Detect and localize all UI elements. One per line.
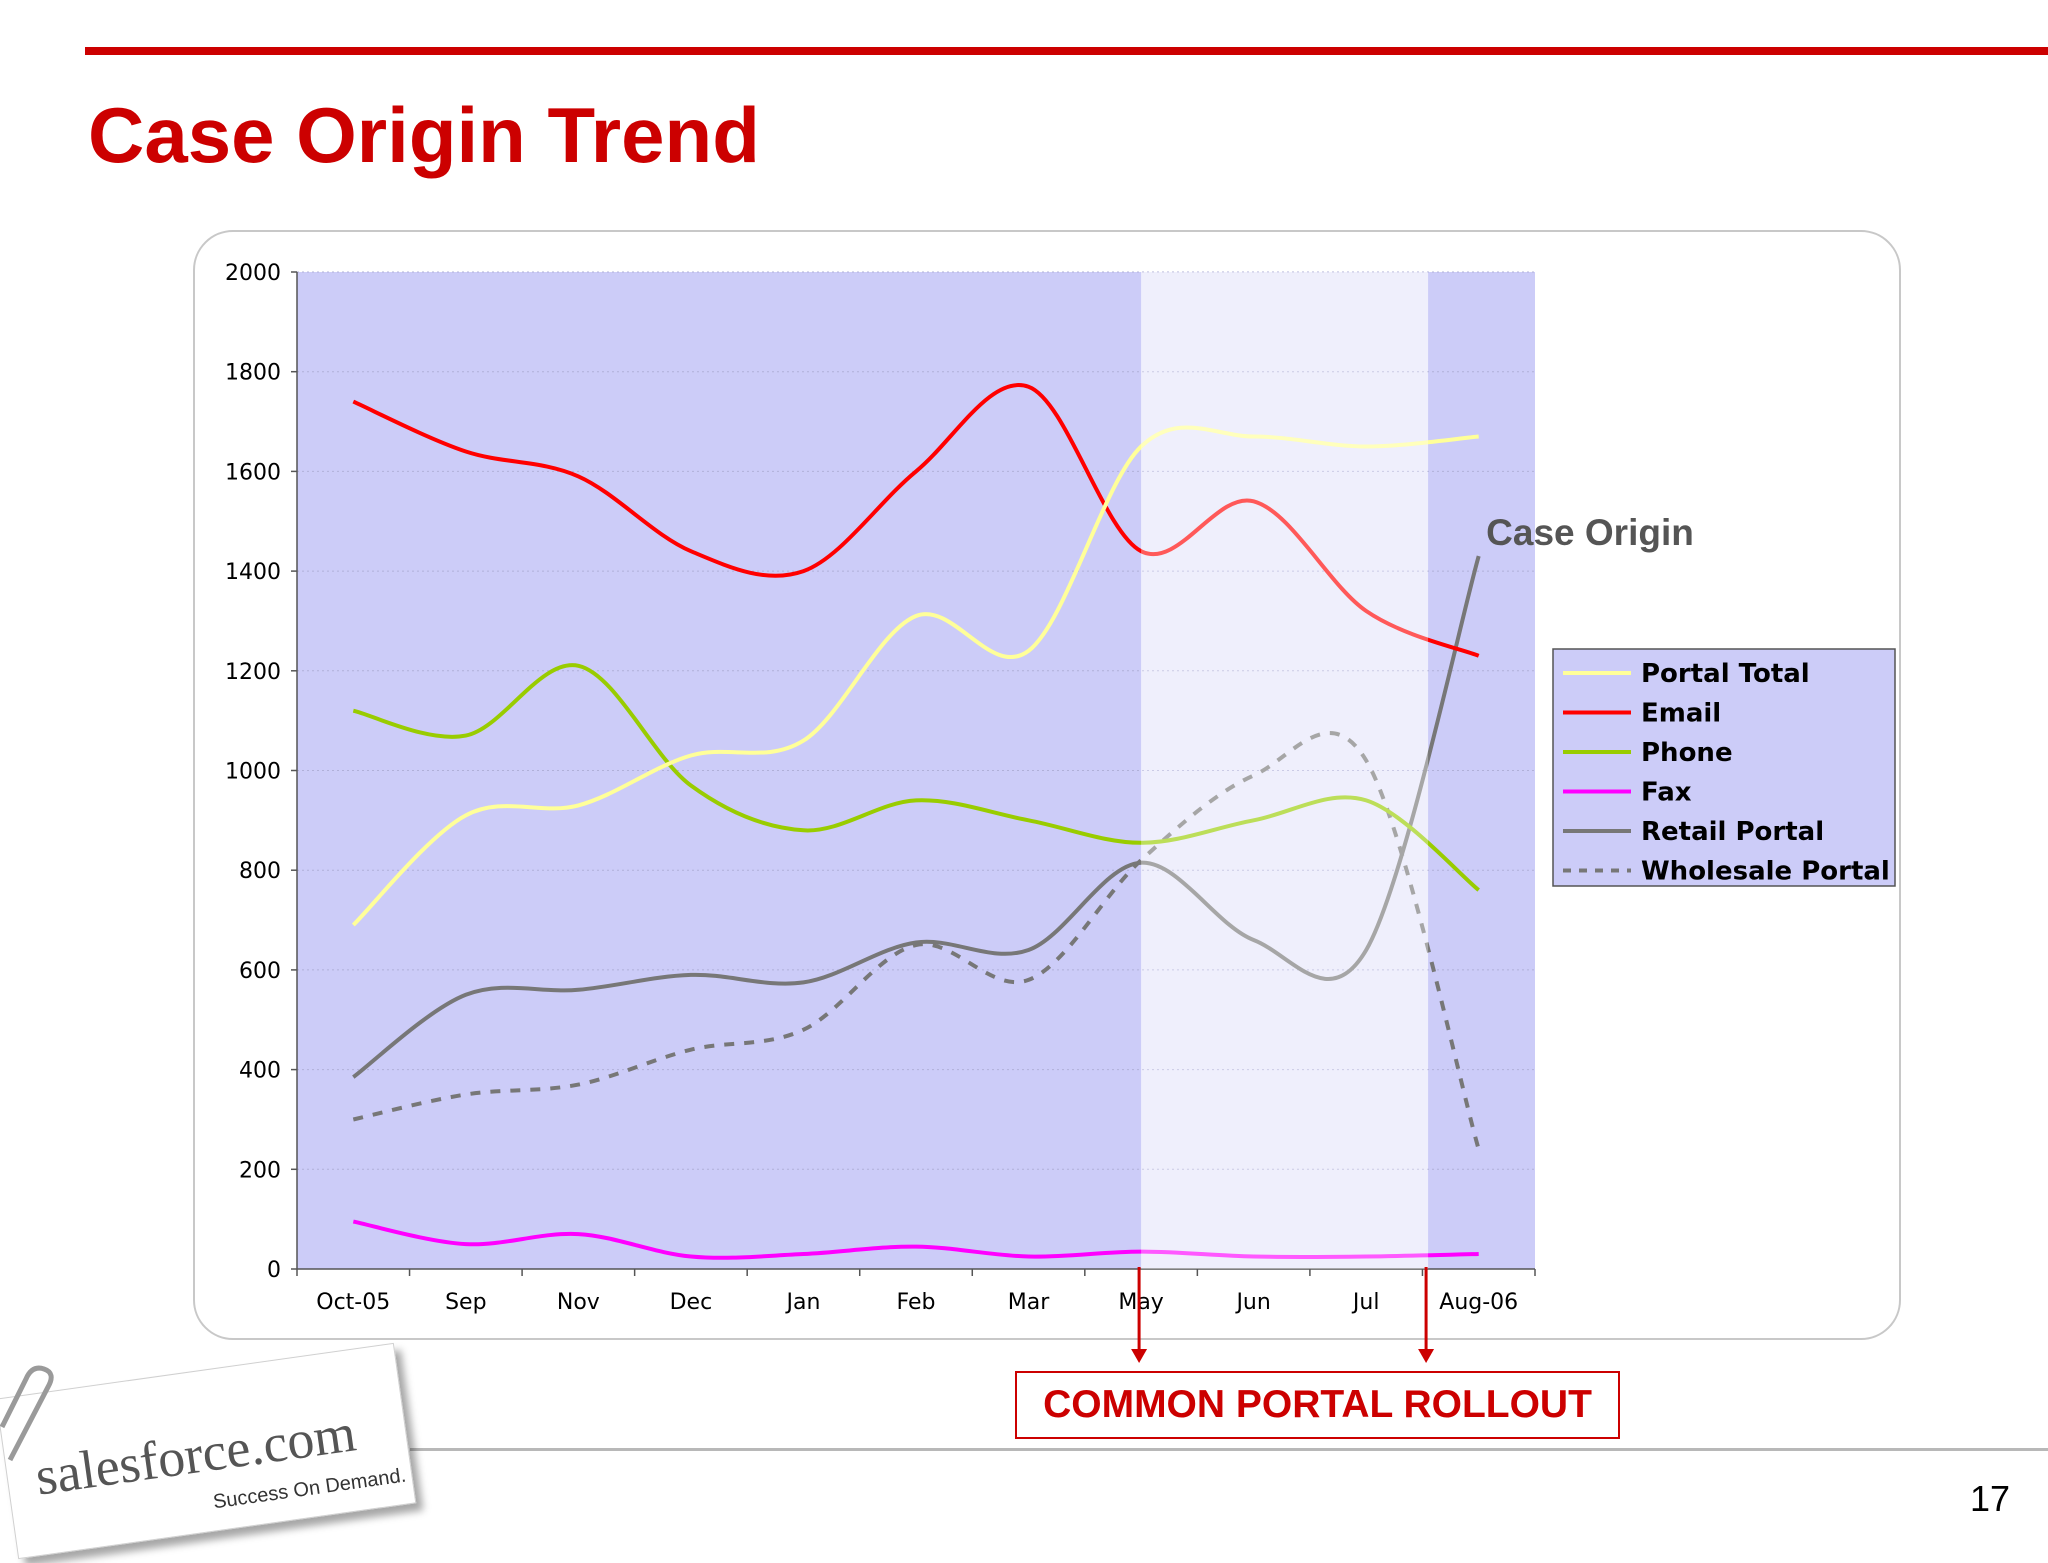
series-line-retail-portal [352,555,1481,1079]
callout-text: COMMON PORTAL ROLLOUT [1043,1383,1592,1426]
page-number: 17 [1969,1478,2010,1519]
top-rule [85,47,2048,55]
series-line-wholesale-portal [352,731,1481,1150]
legend-label: Wholesale Portal [1641,857,1890,887]
case-origin-chart: 0 200 400 600 800 1000 1200 1400 1600 1800 2000 Oct… [225,261,1896,1315]
x-tick-label: Jul [1351,1290,1380,1315]
y-tick-label: 1400 [225,560,281,585]
rollout-band-overlay [1141,272,1429,1269]
callout-box: COMMON PORTAL ROLLOUT [1015,1371,1620,1439]
legend-box [1552,648,1896,887]
y-tick-label: 1600 [225,460,281,485]
paperclip-icon [0,1365,54,1462]
legend-title: Case Origin [1486,512,1694,553]
series-line-portal-total [351,425,1479,927]
x-tick-label: Aug-06 [1439,1290,1518,1315]
slide-title: Case Origin Trend [88,91,760,179]
x-tick-label: Mar [1008,1290,1050,1315]
x-tick-label: Sep [445,1290,486,1315]
legend-label: Retail Portal [1641,817,1824,847]
y-tick-label: 2000 [225,261,281,286]
callout-arrowhead [1418,1349,1435,1363]
x-tick-label: Dec [670,1290,713,1315]
legend-label: Phone [1641,738,1733,768]
series-line-fax [352,1219,1479,1260]
callout-arrowhead [1131,1349,1148,1363]
salesforce-logo: salesforce.com Success On Demand. [0,1342,417,1560]
bottom-rule [410,1448,2048,1451]
y-tick-label: 1800 [225,361,281,386]
series-line-email [352,383,1480,658]
x-tick-label: Jun [1234,1290,1270,1315]
x-tick-label: Jan [784,1290,820,1315]
y-tick-label: 1200 [225,660,281,685]
x-tick-label: May [1118,1290,1163,1315]
x-tick-label: Nov [557,1290,600,1315]
y-tick-label: 0 [267,1258,281,1283]
chart-frame: 0 200 400 600 800 1000 1200 1400 1600 1800 2000 Oct… [193,230,1901,1340]
legend-label: Fax [1641,778,1692,808]
legend-label: Portal Total [1641,659,1810,689]
y-tick-label: 800 [239,859,281,884]
y-tick-label: 1000 [225,760,281,785]
series-line-phone [352,663,1480,892]
y-tick-label: 600 [239,959,281,984]
y-tick-label: 400 [239,1059,281,1084]
x-tick-label: Oct-05 [316,1290,390,1315]
y-tick-label: 200 [239,1158,281,1183]
x-tick-label: Feb [897,1290,936,1315]
legend-label: Email [1641,699,1721,729]
